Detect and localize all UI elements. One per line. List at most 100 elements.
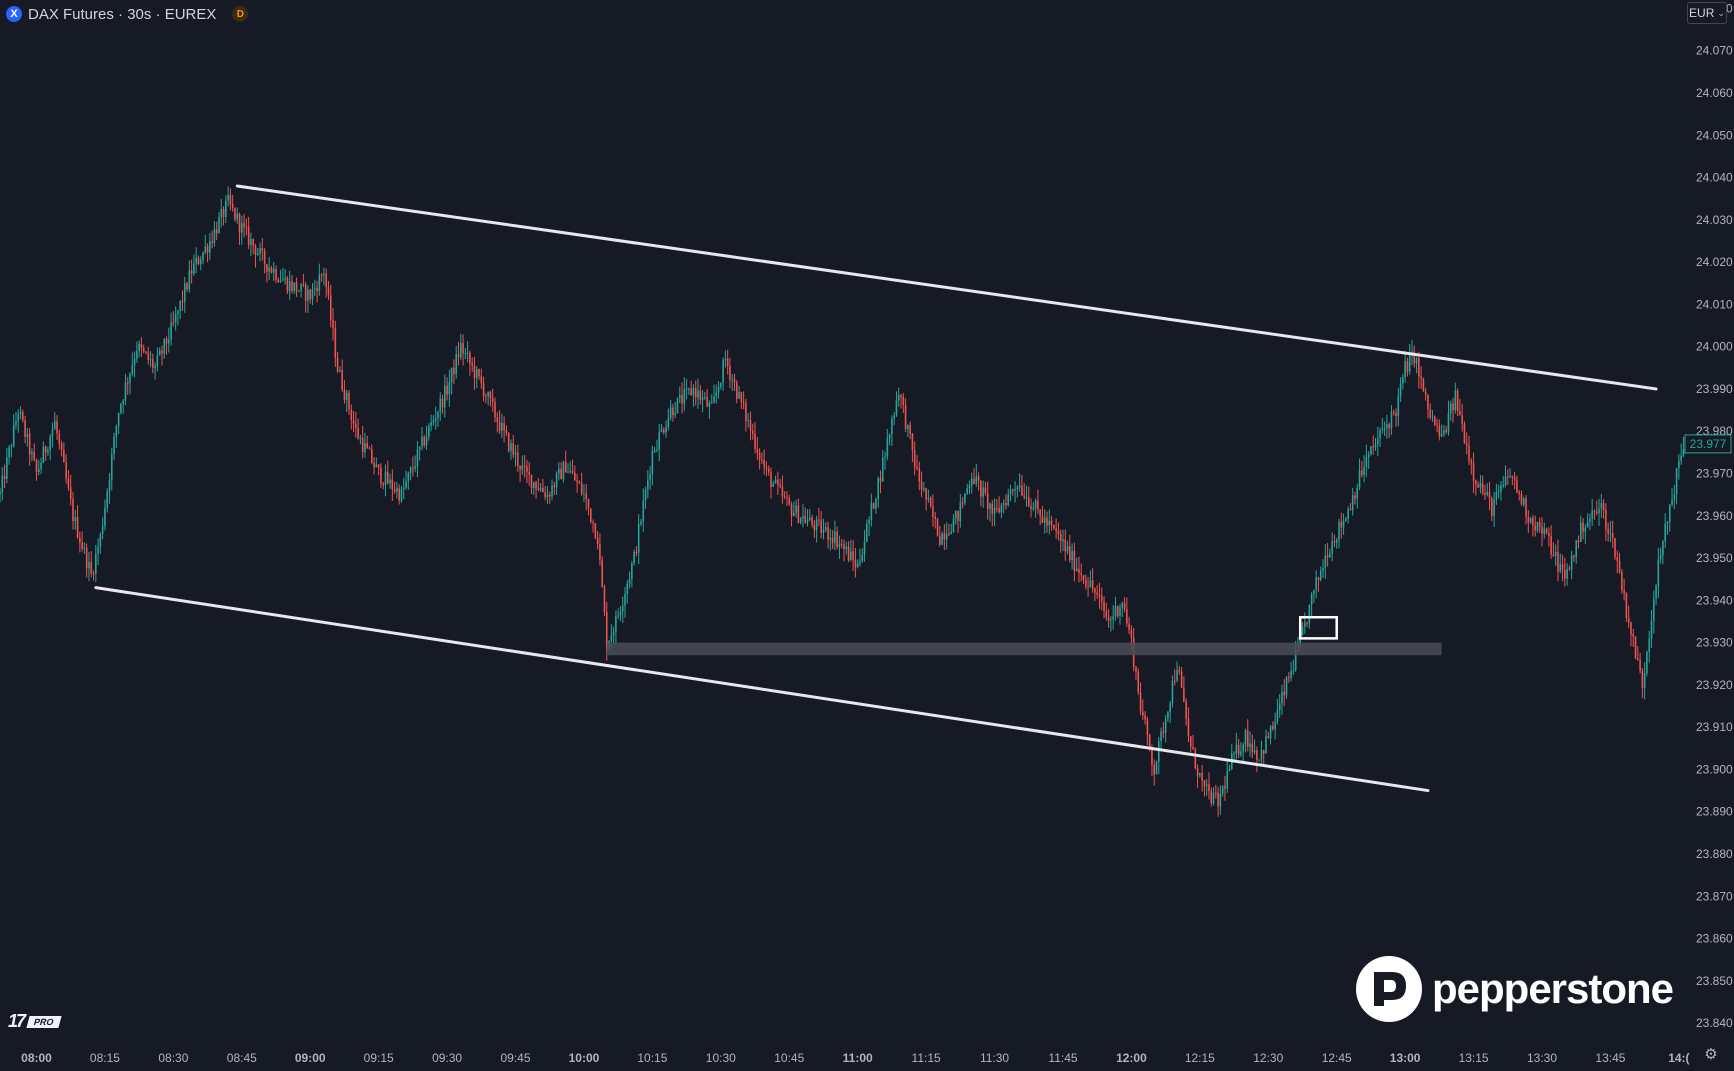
candle-body: [58, 433, 61, 444]
candle-body: [1272, 725, 1274, 729]
candle-body: [193, 263, 195, 274]
currency-selector[interactable]: EUR ⌄: [1687, 2, 1727, 24]
candle-body: [747, 419, 749, 421]
candle-body: [1103, 601, 1105, 611]
candle-body: [407, 472, 410, 482]
candle-body: [1584, 527, 1587, 532]
candle-body: [1424, 391, 1427, 395]
candle-body: [428, 426, 430, 438]
symbol-title[interactable]: DAX Futures · 30s · EUREX: [28, 5, 217, 23]
candle-body: [67, 478, 70, 488]
symbol-header[interactable]: X DAX Futures · 30s · EUREX D: [6, 4, 249, 24]
price-axis-label: 24.000: [1696, 340, 1733, 354]
gear-icon[interactable]: ⚙: [1704, 1046, 1718, 1063]
candle-body: [35, 459, 38, 472]
candle-body: [998, 508, 1000, 513]
time-axis-label: 13:15: [1459, 1051, 1489, 1065]
candle-body: [1657, 559, 1660, 587]
candle-body: [1497, 491, 1500, 493]
candle-body: [76, 517, 79, 538]
candle-body: [373, 462, 375, 468]
candle-body: [1673, 494, 1676, 500]
candle-body: [562, 461, 565, 480]
candle-body: [1151, 749, 1153, 766]
candle-body: [1315, 577, 1317, 590]
candle-body: [665, 427, 667, 433]
candle-body: [485, 395, 487, 397]
candle-body: [81, 542, 83, 549]
candle-body: [1071, 550, 1073, 561]
candle-body: [877, 478, 880, 500]
candle-body: [1516, 479, 1518, 493]
candle-body: [1623, 590, 1625, 594]
candle-body: [238, 213, 241, 233]
candle-body: [1274, 721, 1276, 729]
candle-body: [1671, 499, 1673, 505]
candle-body: [993, 507, 996, 514]
time-axis-label: 13:30: [1527, 1051, 1557, 1065]
candle-body: [1100, 596, 1103, 602]
candle-body: [53, 420, 56, 430]
candle-body: [1395, 412, 1397, 417]
candle-body: [1488, 492, 1491, 499]
candle-body: [215, 229, 218, 234]
candle-body: [1105, 610, 1108, 618]
delayed-data-icon[interactable]: D: [232, 6, 249, 22]
candle-body: [368, 448, 371, 450]
candle-body: [756, 448, 759, 454]
candle-body: [1650, 620, 1653, 639]
candle-body: [537, 488, 540, 490]
candle-body: [1525, 498, 1527, 518]
tradingview-logo[interactable]: 17 PRO: [8, 1011, 62, 1032]
candle-body: [40, 462, 42, 469]
candle-body: [108, 479, 111, 492]
candle-body: [1500, 485, 1502, 492]
candle-body: [781, 486, 784, 497]
candle-body: [1032, 507, 1035, 509]
candle-body: [74, 517, 77, 522]
candle-body: [806, 520, 809, 523]
candle-body: [731, 379, 734, 381]
time-axis-label: 13:45: [1595, 1051, 1625, 1065]
candle-body: [339, 369, 341, 372]
candle-body: [1217, 792, 1219, 807]
candle-body: [881, 457, 884, 482]
time-axis-label: 12:30: [1253, 1051, 1283, 1065]
candle-body: [1283, 691, 1286, 696]
candle-body: [1244, 730, 1247, 745]
candle-body: [197, 257, 200, 265]
candle-body: [1532, 518, 1534, 526]
candle-body: [1586, 521, 1589, 528]
candle-body: [1351, 495, 1354, 511]
candle-body: [1666, 522, 1669, 524]
candle-body: [542, 487, 544, 493]
candle-body: [818, 519, 820, 521]
candle-body: [720, 382, 722, 387]
candle-body: [430, 422, 432, 427]
candle-body: [850, 551, 852, 561]
candle-body: [621, 605, 624, 612]
candle-body: [332, 320, 334, 329]
candle-body: [336, 357, 339, 372]
candle-body: [1406, 360, 1409, 372]
candle-body: [51, 429, 54, 437]
candle-body: [300, 284, 302, 291]
candle-body: [462, 343, 464, 354]
candle-body: [1014, 488, 1016, 491]
candle-body: [209, 240, 211, 253]
candle-body: [635, 552, 638, 554]
candle-body: [1107, 617, 1110, 621]
candle-body: [847, 546, 850, 561]
candle-body: [596, 538, 599, 544]
candle-body: [352, 420, 355, 424]
candle-body: [1591, 510, 1593, 519]
candle-body: [293, 282, 296, 291]
candle-body: [272, 269, 275, 273]
candle-body: [1593, 510, 1596, 512]
candle-body: [925, 488, 927, 500]
price-axis-label: 23.890: [1696, 805, 1733, 819]
candle-body: [245, 226, 248, 228]
candle-body: [1564, 570, 1566, 579]
price-axis-label: 23.920: [1696, 678, 1733, 692]
